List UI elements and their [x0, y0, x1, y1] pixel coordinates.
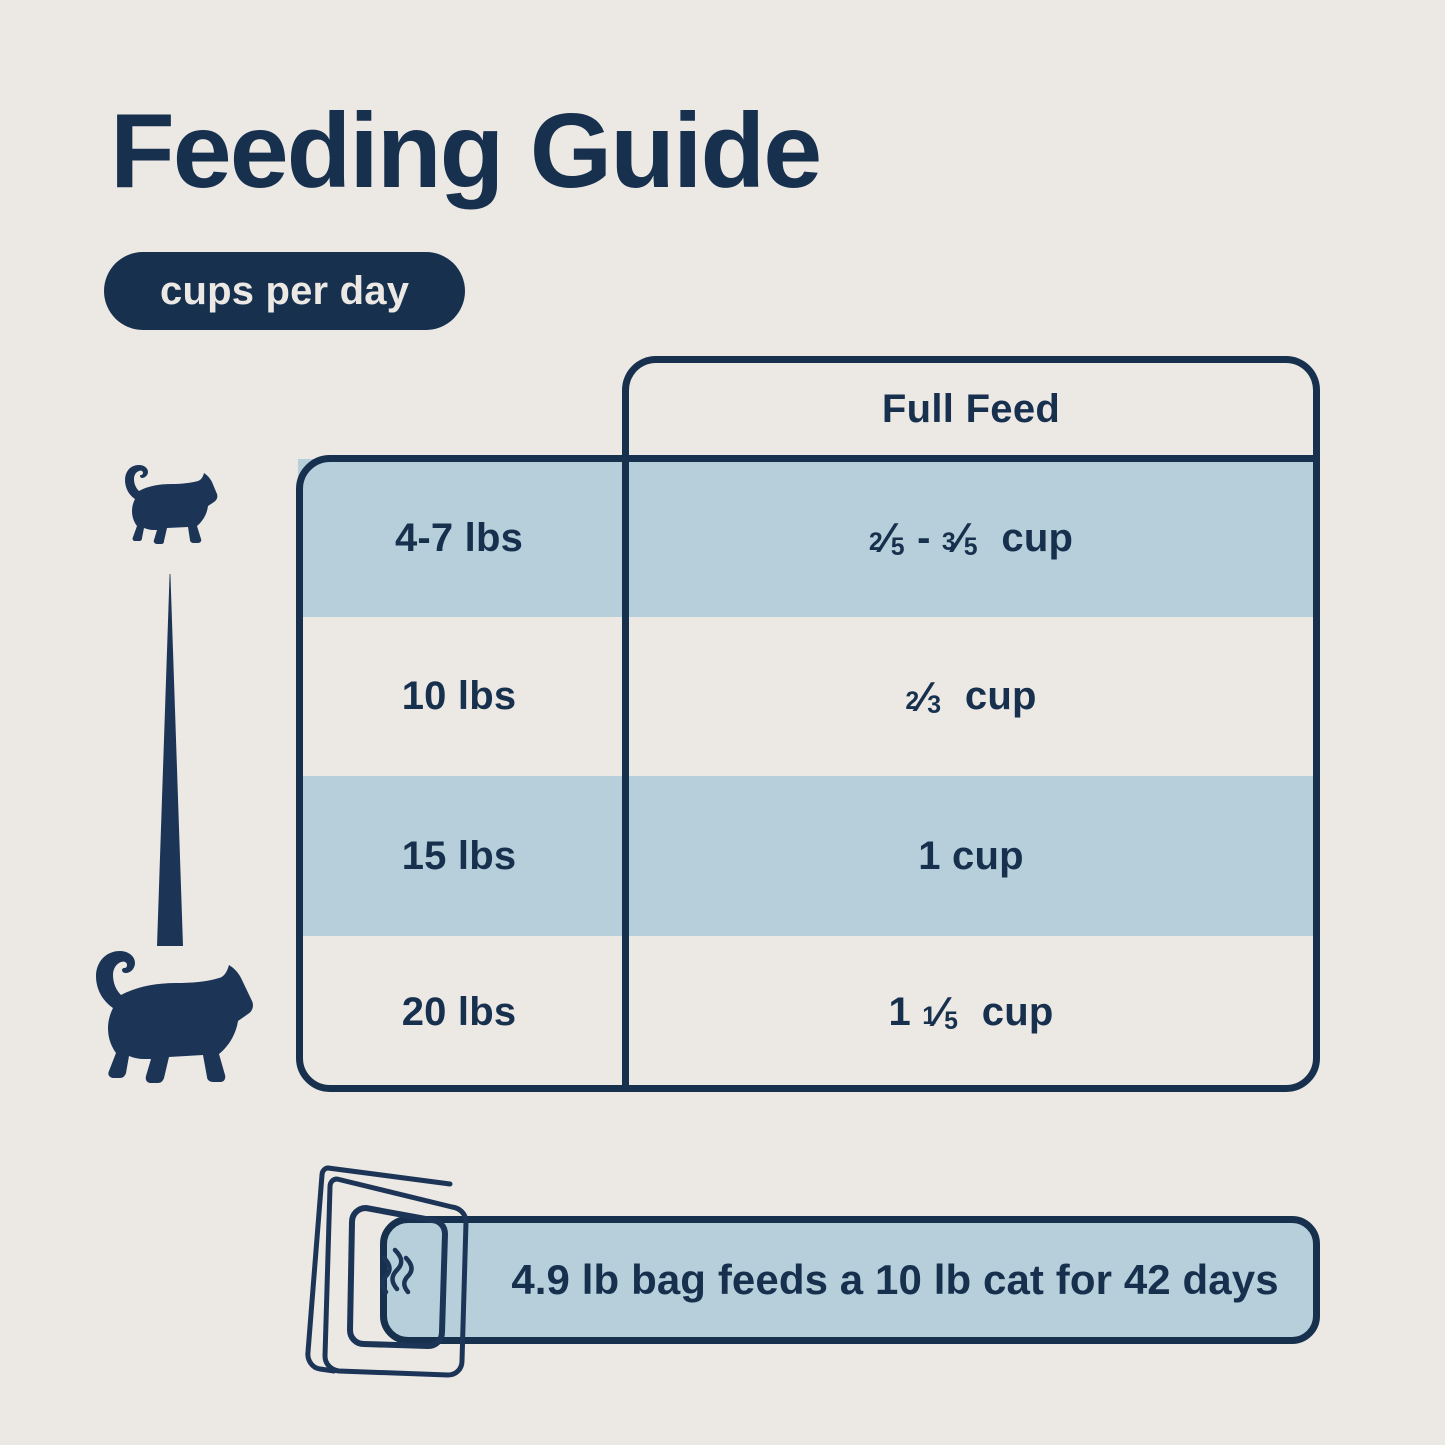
table-row: 15 lbs 1 cup — [296, 776, 1320, 936]
amount-separator: - — [905, 515, 942, 560]
amount-unit: cup — [942, 674, 1037, 718]
row-stripe-1 — [298, 459, 1318, 617]
cups-per-day-badge: cups per day — [104, 252, 466, 330]
row-stripe-2 — [298, 617, 1318, 776]
amount-unit: cup — [978, 515, 1074, 560]
row-stripes — [296, 356, 1320, 1092]
amount-whole: 1 — [888, 989, 923, 1034]
column-divider — [622, 455, 629, 1092]
column-header-full-feed: Full Feed — [622, 356, 1320, 456]
cell-weight: 20 lbs — [401, 989, 517, 1034]
row-stripe-4 — [298, 936, 1318, 1088]
table-rows: 4-7 lbs 2 ⁄ 5 - 3 ⁄ 5 cup 10 lbs 2 ⁄ 3 cup 15 … — [296, 455, 1320, 1092]
fraction-1-5: 1 ⁄ 5 — [922, 988, 959, 1035]
table-row: 10 lbs 2 ⁄ 3 cup — [296, 617, 1320, 776]
banner-label: 4.9 lb bag feeds a 10 lb cat for 42 days — [511, 1256, 1279, 1303]
page-title: Feeding Guide — [110, 92, 822, 210]
cell-weight: 15 lbs — [401, 833, 517, 878]
cell-amount: 2 ⁄ 3 cup — [622, 673, 1320, 721]
cat-size-scale — [78, 462, 288, 1102]
cell-amount: 1 cup — [918, 833, 1024, 878]
food-bag-icon — [300, 1146, 490, 1386]
table-row: 20 lbs 1 1 ⁄ 5 cup — [296, 936, 1320, 1088]
cell-amount: 1 1 ⁄ 5 cup — [622, 988, 1320, 1036]
bag-duration-banner: 4.9 lb bag feeds a 10 lb cat for 42 days — [380, 1216, 1320, 1344]
fraction-2-3: 2 ⁄ 3 — [905, 672, 942, 720]
cell-weight: 4-7 lbs — [394, 515, 524, 560]
column-header-label: Full Feed — [881, 387, 1061, 431]
badge-label: cups per day — [160, 268, 410, 313]
cat-walking-large-icon — [82, 950, 264, 1092]
fraction-3-5: 3 ⁄ 5 — [941, 514, 978, 561]
fraction-2-5: 2 ⁄ 5 — [868, 514, 905, 561]
cell-amount: 2 ⁄ 5 - 3 ⁄ 5 cup — [622, 514, 1320, 562]
amount-unit: cup — [959, 989, 1054, 1034]
cell-weight: 10 lbs — [401, 674, 517, 718]
cat-walking-small-icon — [116, 464, 226, 550]
size-scale-wedge-icon — [150, 574, 190, 946]
feeding-table: Full Feed 4-7 lbs 2 ⁄ 5 - 3 ⁄ 5 cup 10 lbs 2… — [296, 356, 1320, 1092]
row-stripe-3 — [298, 776, 1318, 936]
table-row: 4-7 lbs 2 ⁄ 5 - 3 ⁄ 5 cup — [296, 459, 1320, 617]
